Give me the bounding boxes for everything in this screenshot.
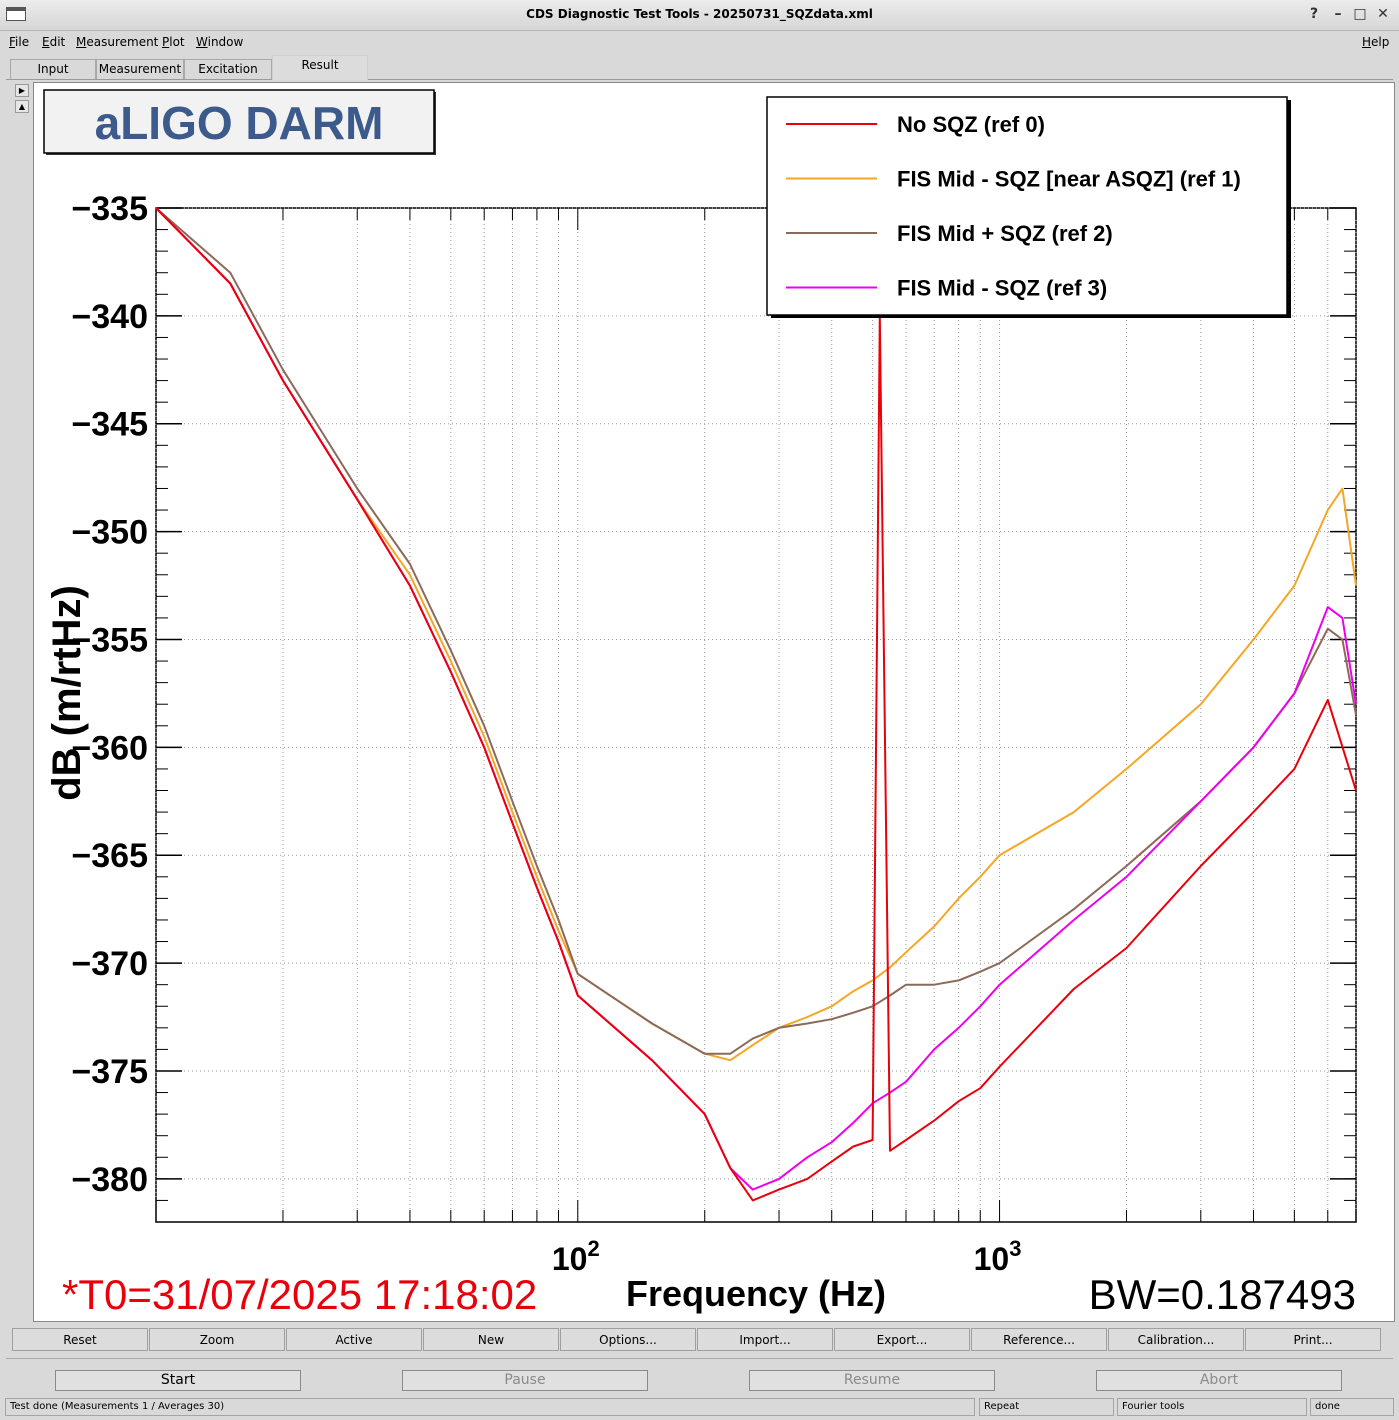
legend-box bbox=[766, 96, 1288, 316]
reset-button[interactable]: Reset bbox=[12, 1328, 148, 1351]
y-tick-label: −370 bbox=[71, 945, 148, 983]
active-button[interactable]: Active bbox=[286, 1328, 422, 1351]
resume-button[interactable]: Resume bbox=[749, 1370, 995, 1391]
plot-frame bbox=[155, 207, 1357, 1223]
legend-label-ref-1: FIS Mid - SQZ [near ASQZ] (ref 1) bbox=[897, 167, 1241, 192]
status-mode: Fourier tools bbox=[1117, 1398, 1307, 1416]
menu-window[interactable]: Window bbox=[196, 35, 244, 49]
help-icon[interactable]: ? bbox=[1309, 6, 1319, 22]
status-bar: Test done (Measurements 1 / Averages 30)… bbox=[0, 1397, 1399, 1420]
tab-input[interactable]: Input bbox=[10, 59, 96, 79]
reference-button[interactable]: Reference... bbox=[971, 1328, 1107, 1351]
series-line-ref-0 bbox=[155, 207, 1357, 1202]
new-button[interactable]: New bbox=[423, 1328, 559, 1351]
grid-lines bbox=[155, 207, 1357, 1222]
x-tick-label: 103 bbox=[974, 1236, 1022, 1277]
menu-help[interactable]: Help bbox=[1362, 35, 1390, 49]
status-message: Test done (Measurements 1 / Averages 30) bbox=[5, 1398, 975, 1416]
minimize-icon[interactable]: – bbox=[1334, 6, 1342, 22]
darm-spectrum-chart[interactable]: aLIGO DARM −335−340−345−350−355−360−365−… bbox=[34, 83, 1394, 1321]
close-icon[interactable]: ✕ bbox=[1377, 6, 1389, 22]
title-box bbox=[43, 89, 435, 154]
t0-timestamp: *T0=31/07/2025 17:18:02 bbox=[62, 1271, 537, 1318]
tab-measurement[interactable]: Measurement bbox=[96, 59, 184, 79]
y-tick-label: −340 bbox=[71, 298, 148, 336]
print-button[interactable]: Print... bbox=[1245, 1328, 1381, 1351]
options-button[interactable]: Options... bbox=[560, 1328, 696, 1351]
expand-arrow-icon[interactable]: ▶ bbox=[15, 84, 29, 97]
maximize-icon[interactable]: □ bbox=[1353, 6, 1367, 22]
legend: No SQZ (ref 0) FIS Mid - SQZ [near ASQZ] … bbox=[786, 112, 1241, 301]
title-bar: CDS Diagnostic Test Tools - 20250731_SQZ… bbox=[0, 0, 1399, 31]
legend-label-ref-0: No SQZ (ref 0) bbox=[897, 112, 1045, 137]
plot-toolbar: Reset Zoom Active New Options... Import.… bbox=[12, 1328, 1382, 1352]
x-axis-label: Frequency (Hz) bbox=[626, 1273, 886, 1314]
y-tick-label: −375 bbox=[71, 1053, 148, 1091]
y-tick-label: −365 bbox=[71, 837, 148, 875]
calibration-button[interactable]: Calibration... bbox=[1108, 1328, 1244, 1351]
zoom-button[interactable]: Zoom bbox=[149, 1328, 285, 1351]
y-tick-labels: −335 −340 −345 −350 −355 −360 −365 −370 −375 −380 bbox=[71, 190, 148, 1199]
y-tick-label: −345 bbox=[71, 406, 148, 444]
series-line-ref-2 bbox=[155, 207, 1357, 1055]
y-tick-label: −335 bbox=[71, 190, 148, 228]
y-tick-label: −350 bbox=[71, 514, 148, 552]
menu-plot[interactable]: Plot bbox=[162, 35, 185, 49]
menu-edit[interactable]: Edit bbox=[42, 35, 66, 49]
status-repeat: Repeat bbox=[979, 1398, 1114, 1416]
tab-excitation[interactable]: Excitation bbox=[184, 59, 272, 79]
status-state: done bbox=[1310, 1398, 1394, 1416]
export-button[interactable]: Export... bbox=[834, 1328, 970, 1351]
x-tick-label: 102 bbox=[552, 1236, 600, 1277]
series-line-ref-1 bbox=[155, 207, 1357, 1062]
series-curves bbox=[155, 207, 1357, 1202]
menu-bar: File Edit Measurement Plot Window Help bbox=[0, 31, 1399, 53]
window-menu-icon[interactable] bbox=[6, 7, 26, 21]
menu-file[interactable]: File bbox=[9, 35, 30, 49]
bandwidth-readout: BW=0.187493 bbox=[1089, 1271, 1356, 1318]
y-tick-label: −355 bbox=[71, 621, 148, 659]
y-axis-label: dB (m/rtHz) bbox=[45, 585, 89, 801]
import-button[interactable]: Import... bbox=[697, 1328, 833, 1351]
window-title: CDS Diagnostic Test Tools - 20250731_SQZ… bbox=[526, 7, 873, 21]
pause-button[interactable]: Pause bbox=[402, 1370, 648, 1391]
collapse-arrow-icon[interactable]: ▲ bbox=[15, 100, 29, 113]
y-tick-label: −380 bbox=[71, 1161, 148, 1199]
menu-measurement[interactable]: Measurement bbox=[76, 35, 159, 49]
y-tick-label: −360 bbox=[71, 729, 148, 767]
start-button[interactable]: Start bbox=[55, 1370, 301, 1391]
separator bbox=[6, 1358, 1393, 1359]
tab-result[interactable]: Result bbox=[272, 55, 368, 80]
legend-label-ref-3: FIS Mid - SQZ (ref 3) bbox=[897, 276, 1107, 301]
abort-button[interactable]: Abort bbox=[1096, 1370, 1342, 1391]
legend-label-ref-2: FIS Mid + SQZ (ref 2) bbox=[897, 221, 1113, 246]
x-tick-labels: 102 103 bbox=[552, 1236, 1022, 1277]
tab-bar: Input Measurement Excitation Result bbox=[6, 55, 1393, 80]
plot-title: aLIGO DARM bbox=[95, 97, 384, 149]
